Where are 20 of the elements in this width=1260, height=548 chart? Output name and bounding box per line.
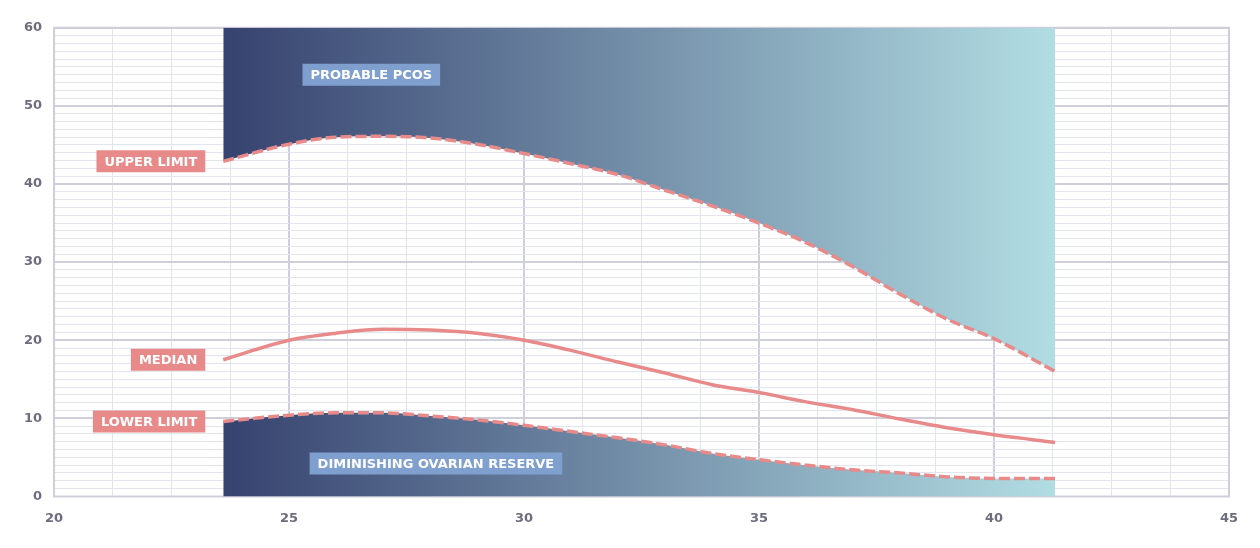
annotation: PROBABLE PCOS bbox=[310, 67, 433, 83]
x-tick-label: 45 bbox=[1219, 509, 1238, 525]
x-tick-label: 40 bbox=[984, 509, 1004, 525]
line-series bbox=[221, 327, 1057, 445]
y-tick-label: 0 bbox=[33, 487, 43, 503]
text: UPPER LIMIT bbox=[104, 153, 198, 169]
y-tick-label: 40 bbox=[24, 175, 43, 191]
y-tick-label: 50 bbox=[24, 97, 43, 113]
x-tick-label: 25 bbox=[280, 509, 299, 525]
annotation: DIMINISHING OVARIAN RESERVE bbox=[317, 455, 555, 471]
x-tick-label: 20 bbox=[45, 509, 64, 525]
series-label: LOWER LIMIT bbox=[100, 413, 198, 429]
y-tick-label: 30 bbox=[24, 253, 43, 269]
y-tick-label: 10 bbox=[24, 409, 43, 425]
line-series bbox=[221, 134, 1057, 374]
y-tick-label: 60 bbox=[24, 19, 43, 35]
text: MEDIAN bbox=[138, 352, 198, 368]
x-tick-label: 30 bbox=[514, 509, 534, 525]
y-tick-label: 20 bbox=[24, 331, 43, 347]
x-tick-label: 35 bbox=[749, 509, 769, 525]
